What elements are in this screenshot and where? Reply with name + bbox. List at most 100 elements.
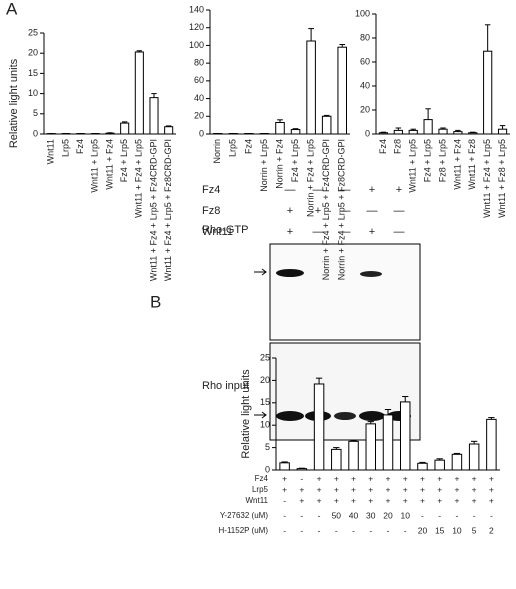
- x-tick-label: Fz4: [243, 139, 253, 154]
- bar: [434, 459, 445, 471]
- table-cell: +: [472, 495, 477, 505]
- table-cell: +: [420, 484, 425, 494]
- table-cell: +: [351, 495, 356, 505]
- y-axis-label: Relative light units: [240, 369, 252, 459]
- blot-cell: —: [340, 184, 351, 196]
- band-label: Rho-GTP: [202, 224, 248, 236]
- x-tick-label: Fz4: [378, 139, 388, 154]
- blot-cell: +: [396, 184, 402, 196]
- y-tick-label: 100: [189, 40, 204, 50]
- bar: [453, 131, 463, 135]
- x-tick-label: Norrin + Lrp5: [259, 139, 269, 192]
- band: [360, 271, 382, 277]
- x-tick-label: Fz4 + Lrp5: [422, 139, 432, 182]
- table-cell: -: [283, 525, 286, 535]
- x-tick-label: Fz4 + Lrp5: [119, 139, 129, 182]
- x-tick-label: Wnt11 + Fz4 + Lrp5 + Fz8CRD-GPI: [163, 139, 173, 281]
- table-cell: +: [472, 473, 477, 483]
- y-tick-label: 120: [189, 22, 204, 32]
- bar: [497, 128, 508, 135]
- table-cell: +: [437, 484, 442, 494]
- blot-row-label: Fz4: [202, 184, 220, 196]
- y-tick-label: 25: [28, 27, 38, 37]
- band: [359, 411, 385, 421]
- table-cell: +: [489, 484, 494, 494]
- table-cell: +: [282, 473, 287, 483]
- table-cell: 50: [332, 510, 342, 520]
- panel-label: A: [6, 0, 18, 18]
- blot-cell: +: [369, 184, 375, 196]
- table-cell: -: [318, 525, 321, 535]
- table-cell: -: [335, 525, 338, 535]
- table-cell: +: [299, 484, 304, 494]
- table-cell: 10: [452, 525, 462, 535]
- table-cell: 40: [349, 510, 359, 520]
- bar: [120, 122, 130, 135]
- x-tick-label: Wnt11 + Fz8: [467, 139, 477, 190]
- bar: [348, 440, 359, 471]
- band-label: Rho input: [202, 380, 249, 392]
- table-cell: -: [300, 525, 303, 535]
- blot-cell: —: [313, 184, 324, 196]
- bar: [331, 448, 342, 471]
- y-tick-label: 0: [33, 128, 38, 138]
- y-tick-label: 0: [365, 128, 370, 138]
- bar: [399, 401, 411, 471]
- y-tick-label: 60: [360, 56, 370, 66]
- y-tick-label: 140: [189, 4, 204, 14]
- y-tick-label: 5: [33, 108, 38, 118]
- bar: [468, 443, 480, 471]
- table-cell: +: [420, 473, 425, 483]
- x-tick-label: Wnt11 + Lrp5: [408, 139, 418, 193]
- table-row-label: Y-27632 (uM): [220, 511, 269, 520]
- panel-label: B: [150, 292, 161, 311]
- table-cell: +: [437, 473, 442, 483]
- x-tick-label: Norrin + Fz4: [274, 139, 284, 189]
- blot-cell: —: [313, 226, 324, 238]
- table-cell: -: [404, 525, 407, 535]
- x-tick-label: Norrin + Fz4 + Lrp5: [305, 139, 315, 217]
- x-tick-label: Norrin + Fz4 + Lrp5 + Fz4CRD-GPI: [321, 139, 331, 280]
- x-tick-label: Wnt11 + Fz8 + Lrp5: [497, 139, 507, 218]
- y-tick-label: 60: [194, 75, 204, 85]
- table-cell: 15: [435, 525, 445, 535]
- table-cell: +: [489, 495, 494, 505]
- bar: [149, 97, 159, 135]
- table-cell: -: [318, 510, 321, 520]
- table-cell: +: [472, 484, 477, 494]
- table-cell: +: [454, 484, 459, 494]
- table-cell: -: [300, 510, 303, 520]
- table-cell: -: [473, 510, 476, 520]
- blot-cell: +: [287, 205, 293, 217]
- y-tick-label: 100: [355, 8, 370, 18]
- table-row-label: Lrp5: [252, 485, 269, 494]
- blot-cell: +: [315, 205, 321, 217]
- bar: [468, 132, 478, 135]
- table-cell: 2: [489, 525, 494, 535]
- bar: [438, 128, 448, 135]
- x-tick-label: Fz4: [75, 139, 85, 154]
- bar: [423, 119, 433, 135]
- y-tick-label: 15: [260, 397, 270, 407]
- table-cell: +: [454, 495, 459, 505]
- y-tick-label: 5: [265, 442, 270, 452]
- table-cell: +: [437, 495, 442, 505]
- x-tick-label: Fz8: [393, 139, 403, 154]
- table-cell: -: [300, 473, 303, 483]
- band: [334, 412, 356, 420]
- x-tick-label: Wnt11 + Lrp5: [90, 139, 100, 193]
- x-tick-label: Lrp5: [60, 139, 70, 157]
- x-tick-label: Norrin + Fz4 + Lrp5 + Fz8CRD-GPI: [337, 139, 347, 280]
- table-cell: -: [490, 510, 493, 520]
- table-row-label: Fz4: [255, 474, 269, 483]
- table-cell: -: [283, 510, 286, 520]
- y-tick-label: 20: [260, 375, 270, 385]
- table-cell: +: [489, 473, 494, 483]
- x-tick-label: Wnt11 + Fz4: [452, 139, 462, 190]
- y-tick-label: 0: [265, 464, 270, 474]
- y-tick-label: 20: [194, 111, 204, 121]
- y-tick-label: 15: [28, 68, 38, 78]
- bar: [313, 383, 325, 471]
- table-cell: 5: [472, 525, 477, 535]
- table-cell: +: [386, 473, 391, 483]
